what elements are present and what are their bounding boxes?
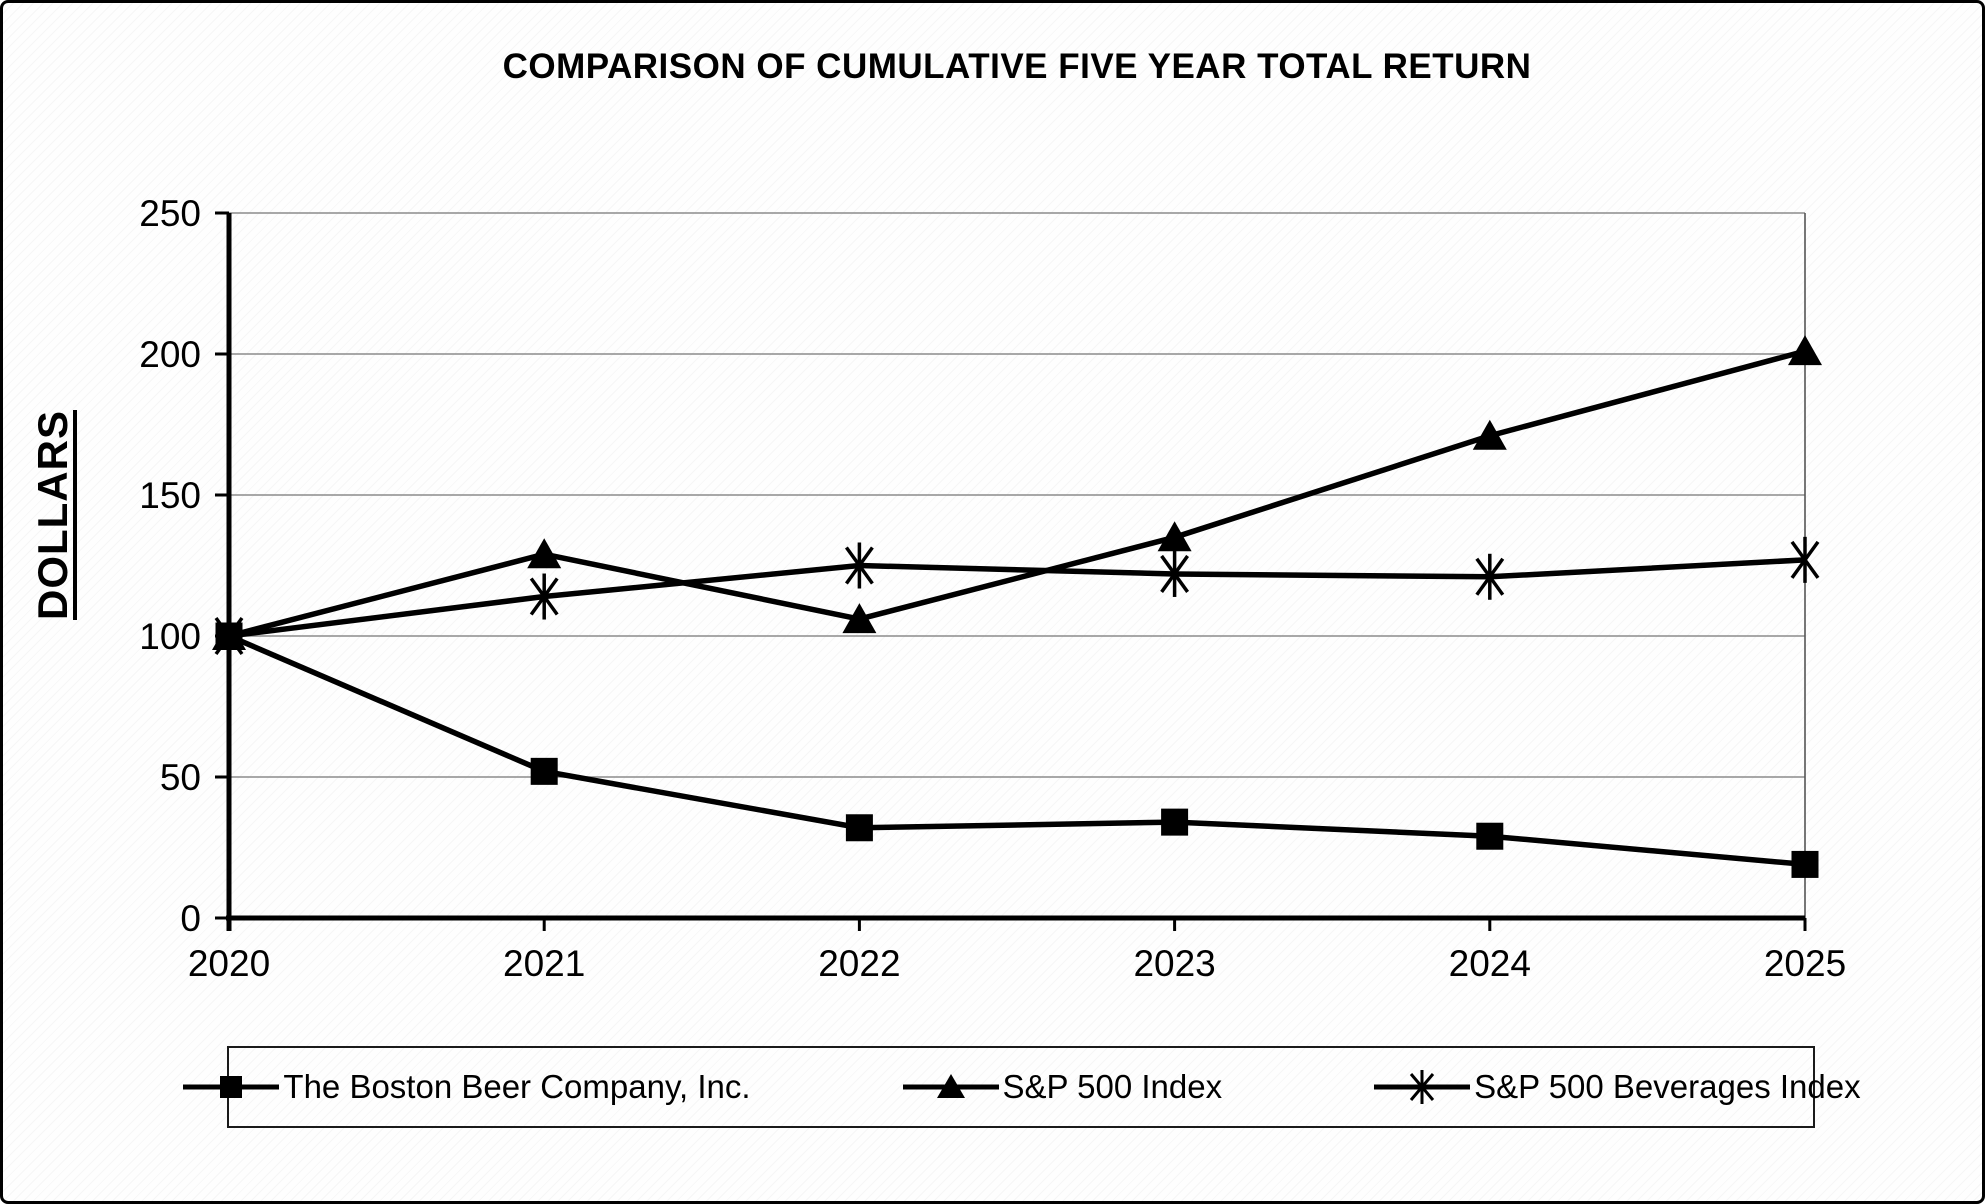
- x-tick-label-2022: 2022: [818, 943, 900, 984]
- legend-marker-square-icon: [183, 1076, 280, 1098]
- series-0-marker-2023: [1161, 808, 1189, 836]
- legend-item-boston-beer: The Boston Beer Company, Inc.: [181, 1067, 751, 1107]
- series-1-marker-2025: [1788, 335, 1822, 366]
- x-tick-label-2020: 2020: [188, 943, 270, 984]
- legend: The Boston Beer Company, Inc. S&P 500 In…: [183, 1046, 1861, 1128]
- series-0-marker-2024: [1476, 822, 1504, 850]
- series-0-marker-2020: [215, 622, 243, 650]
- y-tick-label-0: 0: [180, 898, 201, 939]
- x-tick-label-2023: 2023: [1133, 943, 1215, 984]
- series-2-marker-2025: [1790, 536, 1820, 583]
- series-2-marker-2023: [1160, 550, 1190, 597]
- series-0-marker-2021: [530, 757, 558, 785]
- legend-label-sp500: S&P 500 Index: [1002, 1068, 1223, 1105]
- series-line-2: [228, 557, 1806, 639]
- legend-marker-asterisk-icon: [1374, 1070, 1471, 1104]
- y-tick-label-150: 150: [139, 475, 201, 516]
- series-1-marker-2023: [1157, 521, 1192, 552]
- legend-marker-triangle-icon: [902, 1074, 999, 1098]
- y-tick-label-200: 200: [139, 334, 201, 375]
- series-0-marker-2022: [845, 814, 873, 842]
- series-line-1: [228, 348, 1806, 639]
- series-1-marker-2022: [842, 603, 877, 634]
- series-2-marker-2022: [844, 542, 874, 589]
- legend-label-sp500-beverages: S&P 500 Beverages Index: [1474, 1068, 1861, 1105]
- series-1-marker-2024: [1472, 419, 1507, 450]
- y-tick-label-250: 250: [139, 193, 201, 234]
- y-tick-label-50: 50: [160, 757, 201, 798]
- series-1-marker-2021: [527, 538, 562, 569]
- series-line-0: [227, 633, 1806, 868]
- y-tick-label-100: 100: [139, 616, 201, 657]
- chart-title: COMPARISON OF CUMULATIVE FIVE YEAR TOTAL…: [502, 47, 1532, 86]
- series-0-marker-2025: [1791, 850, 1819, 878]
- legend-item-sp500-beverages: S&P 500 Beverages Index: [1372, 1065, 1861, 1109]
- legend-item-sp500: S&P 500 Index: [901, 1067, 1223, 1107]
- series-2-marker-2021: [529, 573, 559, 620]
- series-2-marker-2024: [1475, 553, 1505, 600]
- chart-canvas: 0 50 100 150 200 250 2020 2021 2022 2023 2024 2025: [139, 193, 1846, 984]
- legend-label-boston-beer: The Boston Beer Company, Inc.: [283, 1068, 751, 1105]
- x-tick-label-2025: 2025: [1764, 943, 1846, 984]
- x-tick-label-2024: 2024: [1449, 943, 1531, 984]
- x-tick-label-2021: 2021: [503, 943, 585, 984]
